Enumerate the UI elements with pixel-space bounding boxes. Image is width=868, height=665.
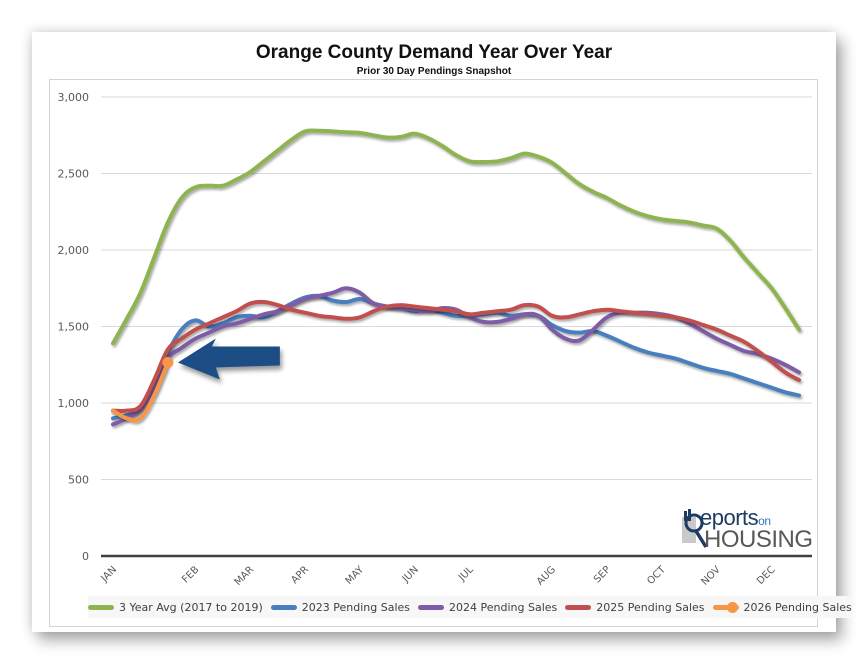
y-tick-label: 500 — [68, 474, 89, 487]
legend-swatch — [418, 604, 445, 610]
series-line-2026-pending-sales — [111, 360, 170, 423]
chart-subtitle: Prior 30 Day Pendings Snapshot — [356, 66, 512, 77]
grid-lines — [101, 96, 812, 480]
x-tick-label: AUG — [535, 564, 558, 587]
x-tick-label: JUL — [456, 564, 476, 584]
series-line-2023-pending-sales — [111, 293, 801, 421]
x-tick-label: MAR — [233, 564, 257, 588]
legend-swatch — [712, 601, 739, 613]
legend-label: 2024 Pending Sales — [449, 600, 558, 614]
x-tick-label: MAY — [344, 564, 367, 587]
legend-label: 3 Year Avg (2017 to 2019) — [119, 600, 263, 614]
logo-mark-icon — [682, 509, 706, 548]
y-tick-label: 3,000 — [58, 91, 90, 104]
series-end-marker — [162, 356, 174, 368]
legend-swatch — [88, 604, 114, 610]
x-tick-label: JUN — [400, 564, 421, 585]
legend-label: 2025 Pending Sales — [596, 600, 705, 614]
x-tick-label: DEC — [755, 564, 778, 587]
series-line-2025-pending-sales — [111, 299, 801, 413]
y-axis-ticks: 0 500 1,000 1,500 2,000 2,500 3,000 — [58, 91, 90, 563]
x-tick-label: APR — [289, 564, 311, 586]
legend-item-2024-pending-sales: 2024 Pending Sales — [418, 601, 557, 614]
series-lines — [111, 128, 801, 427]
chart-legend: 3 Year Avg (2017 to 2019) 2023 Pending Sa… — [88, 596, 852, 618]
x-axis-ticks: JAN FEB MAR APR MAY JUN JUL AUG SEP OCT NOV DEC — [99, 564, 778, 588]
legend-swatch — [270, 604, 297, 610]
series-line-3-year-avg-2017-to-2019 — [111, 128, 801, 346]
reports-on-housing-logo: eportson HOUSING — [680, 505, 813, 555]
y-tick-label: 0 — [82, 550, 89, 563]
legend-item-2026-pending-sales: 2026 Pending Sales — [712, 600, 852, 614]
legend-item-2025-pending-sales: 2025 Pending Sales — [565, 600, 705, 614]
chart-title: Orange County Demand Year Over Year — [255, 42, 613, 63]
annotation-arrow-icon — [177, 338, 280, 380]
y-tick-label: 1,000 — [58, 397, 90, 410]
legend-item-2023-pending-sales: 2023 Pending Sales — [270, 600, 411, 614]
logo-reports-text: eportson — [700, 505, 771, 530]
legend-label: 2023 Pending Sales — [301, 600, 411, 614]
legend-item-3-year-avg-2017-to-2019: 3 Year Avg (2017 to 2019) — [88, 601, 263, 614]
y-tick-label: 2,500 — [58, 168, 90, 181]
y-tick-label: 1,500 — [58, 321, 90, 334]
legend-marker — [726, 601, 738, 613]
annotations — [177, 338, 280, 380]
x-tick-label: SEP — [592, 564, 613, 585]
logo-housing-text: HOUSING — [704, 526, 813, 553]
x-tick-label: JAN — [99, 564, 120, 585]
legend-swatch — [565, 604, 592, 610]
x-tick-label: OCT — [645, 564, 668, 587]
x-tick-label: FEB — [180, 564, 201, 585]
legend-label: 2026 Pending Sales — [743, 600, 852, 614]
y-tick-label: 2,000 — [58, 244, 90, 257]
x-tick-label: NOV — [699, 564, 722, 587]
